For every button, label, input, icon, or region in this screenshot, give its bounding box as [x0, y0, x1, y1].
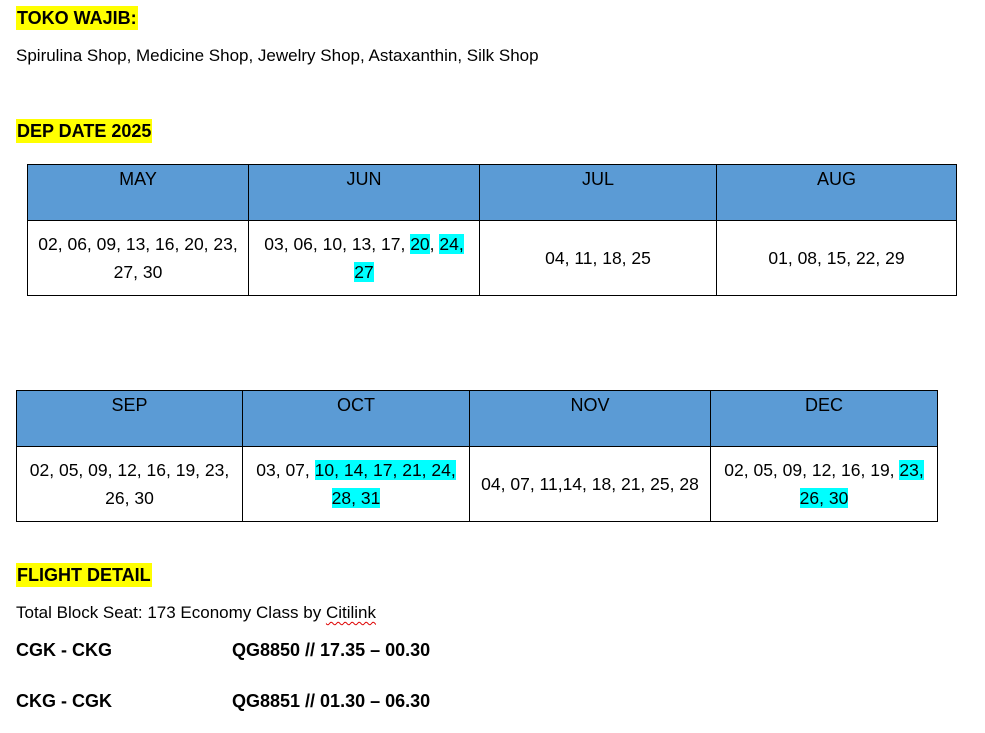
highlighted-date: 27 [354, 262, 374, 282]
departure-table-may-aug: MAY JUN JUL AUG 02, 06, 09, 13, 16, 20, … [27, 164, 957, 296]
month-header-nov: NOV [469, 390, 711, 447]
dates-sep: 02, 05, 09, 12, 16, 19, 23, 26, 30 [16, 446, 243, 522]
flight-detail: QG8851 // 01.30 – 06.30 [232, 691, 431, 711]
toko-wajib-heading: TOKO WAJIB: [16, 6, 138, 30]
month-header-oct: OCT [242, 390, 470, 447]
month-header-sep: SEP [16, 390, 243, 447]
flight-detail: QG8850 // 17.35 – 00.30 [232, 640, 431, 660]
table-header-row: MAY JUN JUL AUG [27, 164, 957, 221]
table-row: 02, 06, 09, 13, 16, 20, 23, 27, 30 03, 0… [27, 220, 957, 296]
departure-table-sep-dec: SEP OCT NOV DEC 02, 05, 09, 12, 16, 19, … [16, 390, 938, 522]
flight-route: CKG - CGK [16, 691, 112, 711]
highlighted-date: 23, [899, 460, 924, 480]
dates-jun: 03, 06, 10, 13, 17, 20, 24, 27 [248, 220, 480, 296]
dates-nov: 04, 07, 11,14, 18, 21, 25, 28 [469, 446, 711, 522]
highlighted-date: 26, 30 [799, 488, 849, 508]
dates-may: 02, 06, 09, 13, 16, 20, 23, 27, 30 [27, 220, 249, 296]
highlighted-date: 28, 31 [331, 488, 381, 508]
carrier-name: Citilink [325, 603, 376, 622]
dep-date-heading: DEP DATE 2025 [16, 119, 153, 143]
month-header-may: MAY [27, 164, 249, 221]
shop-list: Spirulina Shop, Medicine Shop, Jewelry S… [16, 46, 539, 65]
highlighted-date: 24, [439, 234, 464, 254]
block-seat-info: Total Block Seat: 173 Economy Class by C… [16, 603, 376, 622]
month-header-jun: JUN [248, 164, 480, 221]
table-header-row: SEP OCT NOV DEC [16, 390, 938, 447]
month-header-dec: DEC [710, 390, 938, 447]
flight-route: CGK - CKG [16, 640, 112, 660]
highlighted-date: 20 [410, 234, 430, 254]
dates-oct: 03, 07, 10, 14, 17, 21, 24, 28, 31 [242, 446, 470, 522]
highlighted-date: 10, 14, 17, 21, 24, [314, 460, 456, 480]
table-row: 02, 05, 09, 12, 16, 19, 23, 26, 30 03, 0… [16, 446, 938, 522]
month-header-jul: JUL [479, 164, 717, 221]
dates-jul: 04, 11, 18, 25 [479, 220, 717, 296]
flight-detail-heading: FLIGHT DETAIL [16, 563, 152, 587]
dates-aug: 01, 08, 15, 22, 29 [716, 220, 957, 296]
dates-dec: 02, 05, 09, 12, 16, 19, 23, 26, 30 [710, 446, 938, 522]
month-header-aug: AUG [716, 164, 957, 221]
